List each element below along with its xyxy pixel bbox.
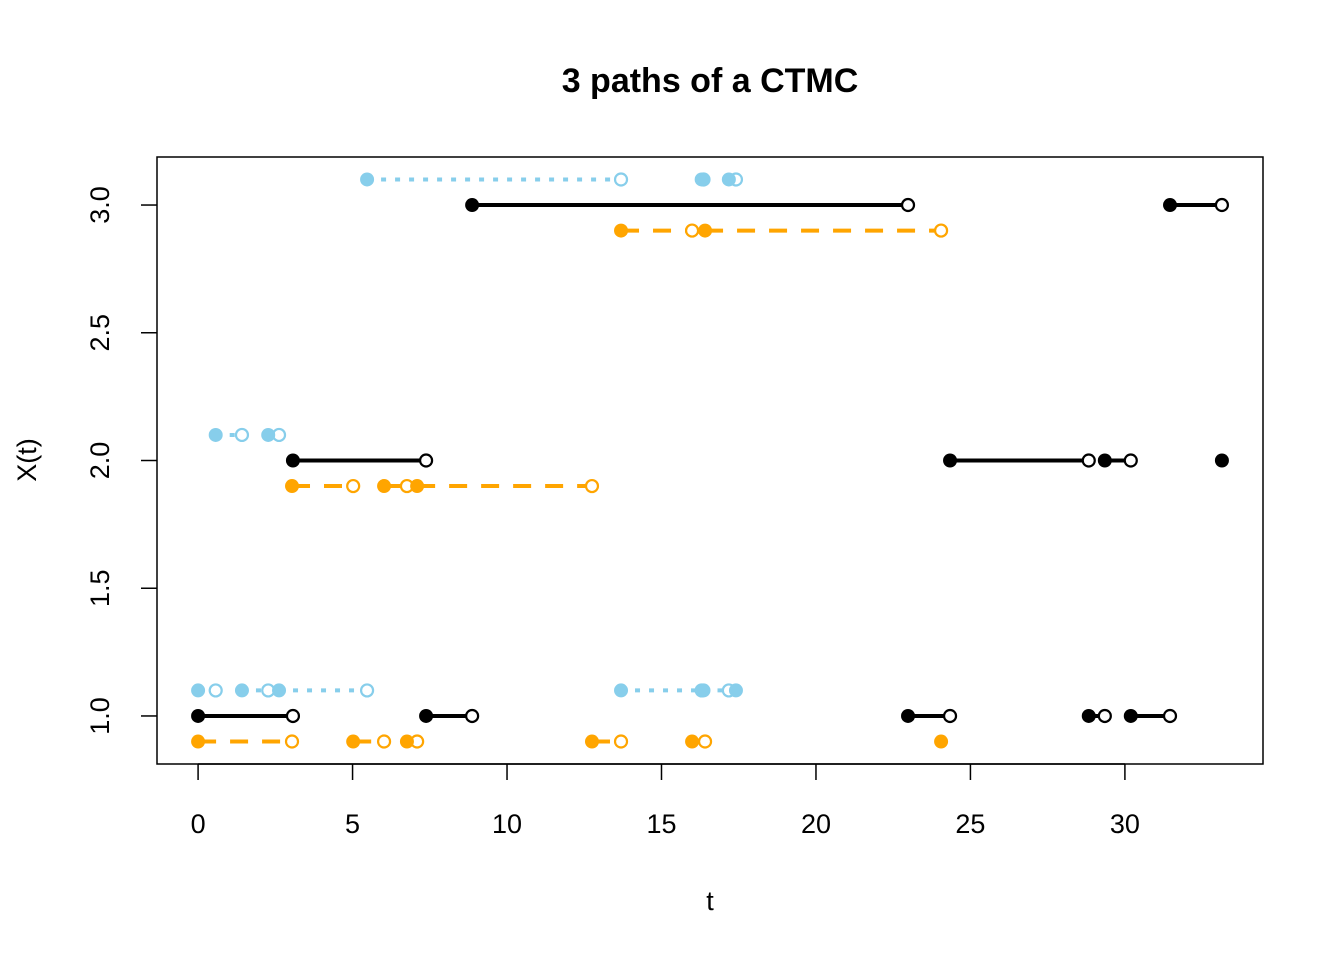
x-tick-label: 10 xyxy=(492,809,522,839)
filled-start-point xyxy=(1123,708,1138,723)
x-tick-label: 30 xyxy=(1110,809,1140,839)
filled-start-point xyxy=(901,708,916,723)
open-end-point xyxy=(376,734,392,749)
open-end-point xyxy=(285,708,301,724)
x-tick-label: 5 xyxy=(345,809,360,839)
filled-start-point xyxy=(698,223,713,238)
open-end-point xyxy=(284,734,300,749)
filled-start-point xyxy=(1081,708,1096,723)
y-tick-label: 1.5 xyxy=(85,569,115,607)
open-end-point xyxy=(359,683,375,698)
open-end-point xyxy=(1214,197,1230,213)
filled-start-point xyxy=(285,479,300,494)
open-end-point xyxy=(418,453,434,468)
filled-start-point xyxy=(360,172,375,187)
open-end-point xyxy=(234,427,250,443)
filled-start-point xyxy=(943,453,958,468)
x-tick-label: 15 xyxy=(646,809,676,839)
open-end-point xyxy=(613,734,629,749)
y-tick-label: 2.0 xyxy=(85,442,115,480)
open-end-point xyxy=(1162,708,1178,724)
open-end-point xyxy=(346,478,361,494)
filled-start-point xyxy=(465,198,480,213)
x-tick-label: 0 xyxy=(191,809,206,839)
path-series-2 xyxy=(191,172,744,698)
path-series-1 xyxy=(191,223,949,749)
open-end-point xyxy=(1097,708,1112,724)
filled-start-point xyxy=(1163,198,1178,213)
filled-start-point xyxy=(694,172,709,187)
filled-start-point xyxy=(614,223,629,238)
filled-start-point xyxy=(272,683,287,698)
open-end-point xyxy=(684,223,700,238)
y-tick-label: 1.0 xyxy=(85,697,115,735)
filled-start-point xyxy=(685,734,700,749)
x-axis-label: t xyxy=(706,886,714,916)
open-end-point xyxy=(942,708,958,724)
filled-start-point xyxy=(285,453,300,468)
x-tick-label: 25 xyxy=(955,809,985,839)
axes: 0 5 10 15 20 25 30 1.0 1.5 2.0 2.5 3.0 xyxy=(85,186,1140,839)
open-end-point xyxy=(697,734,713,749)
filled-start-point xyxy=(934,734,949,749)
filled-start-point xyxy=(208,427,223,442)
filled-start-point xyxy=(261,427,276,442)
filled-start-point xyxy=(419,708,434,723)
open-end-point xyxy=(613,172,629,187)
open-end-point xyxy=(900,197,916,213)
open-end-point xyxy=(1123,453,1138,468)
path-series-0 xyxy=(191,197,1230,724)
y-tick-label: 2.5 xyxy=(85,314,115,352)
filled-start-point xyxy=(377,479,392,494)
filled-start-point xyxy=(191,683,206,698)
filled-start-point xyxy=(191,734,206,749)
filled-start-point xyxy=(614,683,629,698)
filled-start-point xyxy=(728,683,743,698)
x-tick-label: 20 xyxy=(801,809,831,839)
open-end-point xyxy=(465,708,480,724)
filled-start-point xyxy=(696,683,711,698)
paths xyxy=(191,172,1230,749)
filled-start-point xyxy=(234,683,249,698)
chart-title: 3 paths of a CTMC xyxy=(562,62,859,100)
y-axis-label: X(t) xyxy=(12,438,42,482)
open-end-point xyxy=(208,683,223,698)
filled-start-point xyxy=(191,708,206,723)
y-tick-label: 3.0 xyxy=(85,186,115,224)
open-end-point xyxy=(933,223,949,238)
filled-start-point xyxy=(1214,453,1229,468)
filled-start-point xyxy=(346,734,361,749)
open-end-point xyxy=(584,478,600,494)
filled-start-point xyxy=(721,172,736,187)
filled-start-point xyxy=(584,734,599,749)
filled-start-point xyxy=(1097,453,1112,468)
open-end-point xyxy=(1081,453,1096,468)
filled-start-point xyxy=(410,479,425,494)
filled-start-point xyxy=(399,734,414,749)
